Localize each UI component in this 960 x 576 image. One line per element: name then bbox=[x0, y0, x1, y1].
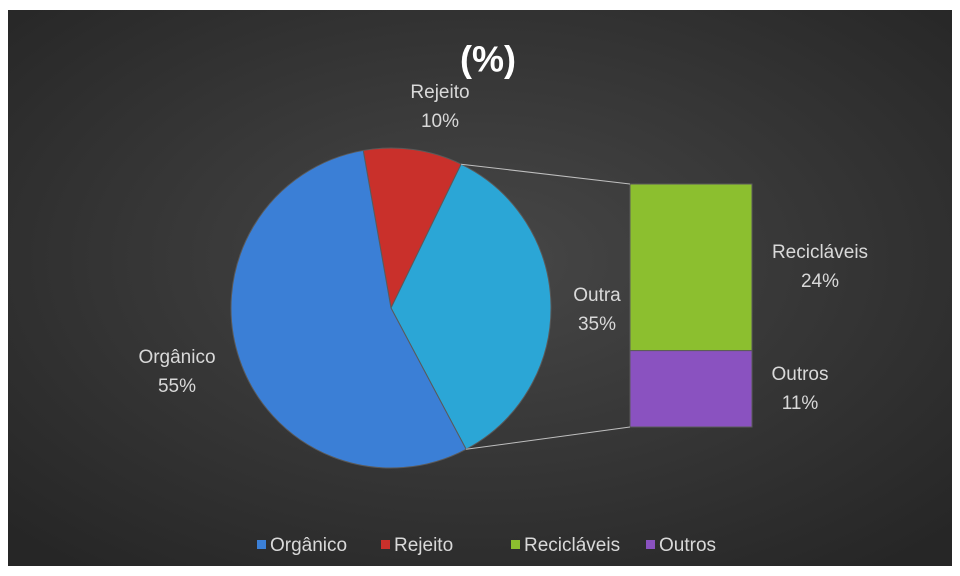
data-label: Outra 35% bbox=[573, 285, 621, 335]
legend-marker bbox=[511, 540, 520, 549]
data-label-name: Recicláveis bbox=[772, 242, 868, 263]
data-label: Recicláveis 24% bbox=[772, 242, 868, 292]
legend-marker bbox=[646, 540, 655, 549]
connector-line bbox=[466, 426, 631, 450]
connector-line bbox=[461, 163, 631, 185]
data-label-name: Rejeito bbox=[410, 82, 469, 103]
data-label-name: Outros bbox=[771, 364, 828, 385]
data-label-value: 10% bbox=[421, 111, 459, 132]
legend-label: Rejeito bbox=[394, 535, 453, 556]
data-label-name: Outra bbox=[573, 285, 621, 306]
data-label: Orgânico 55% bbox=[138, 347, 215, 397]
chart-title: (%) bbox=[460, 39, 516, 80]
pie-slice bbox=[390, 163, 552, 450]
data-label-value: 24% bbox=[801, 271, 839, 292]
data-label-value: 35% bbox=[578, 314, 616, 335]
data-label: Rejeito 10% bbox=[410, 82, 469, 132]
data-label-name: Orgânico bbox=[138, 347, 215, 368]
legend-label: Outros bbox=[659, 535, 716, 556]
data-label-value: 55% bbox=[158, 376, 196, 397]
bar-segment bbox=[629, 350, 753, 428]
legend-marker bbox=[257, 540, 266, 549]
data-label-value: 11% bbox=[782, 393, 819, 414]
bar-segment bbox=[629, 183, 753, 352]
pie-slice bbox=[230, 149, 467, 469]
pie-slice bbox=[362, 147, 462, 310]
legend-marker bbox=[381, 540, 390, 549]
legend-label: Recicláveis bbox=[524, 535, 620, 556]
legend-label: Orgânico bbox=[270, 535, 347, 556]
data-label: Outros 11% bbox=[771, 364, 828, 414]
